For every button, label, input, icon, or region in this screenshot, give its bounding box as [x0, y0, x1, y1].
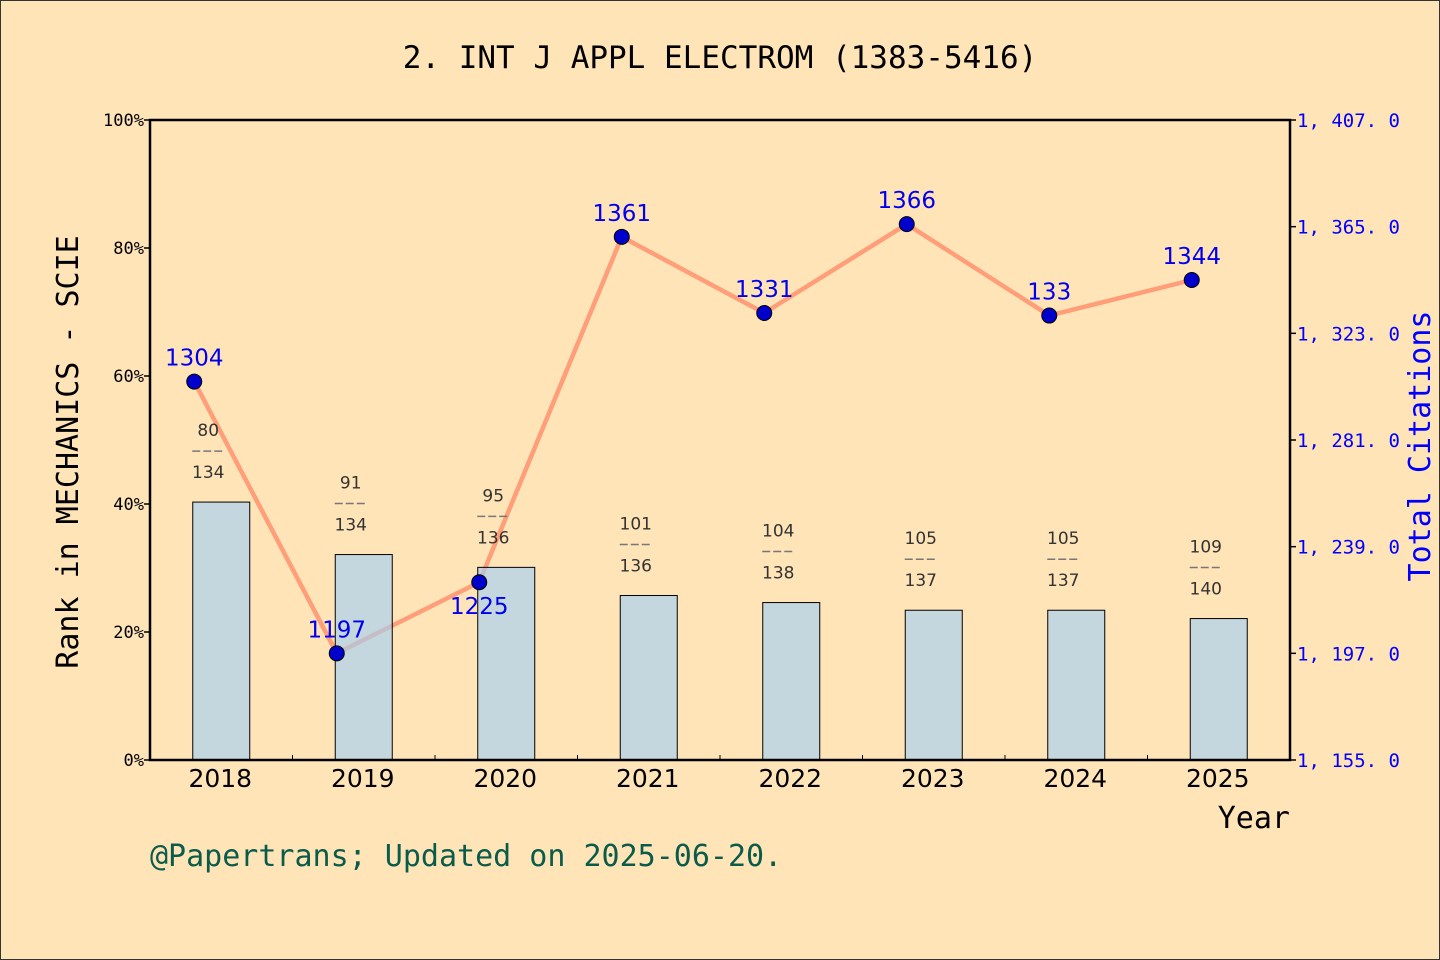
left-axis-tick-label: 80% [113, 239, 144, 259]
right-axis-tick-label: 1, 155. 0 [1297, 750, 1400, 772]
citation-value-label: 1304 [165, 346, 224, 372]
rank-bar [904, 609, 963, 761]
rank-bar [762, 602, 821, 761]
plot-area-border [148, 118, 1292, 762]
left-axis-tick-label: 100% [103, 111, 144, 131]
x-axis-tick-label: 2022 [758, 764, 822, 793]
x-axis-tick-label: 2024 [1043, 764, 1107, 793]
bar-total-label: 136 [477, 528, 509, 548]
citation-value-label: 133 [1027, 280, 1071, 306]
x-axis-label: Year [1218, 801, 1290, 836]
x-axis-tick-label: 2021 [616, 764, 680, 793]
right-axis-label: Total Citations [1403, 311, 1438, 582]
citation-marker [471, 574, 488, 591]
citation-value-label: 1361 [592, 201, 651, 227]
citation-value-label: 1225 [450, 594, 509, 620]
left-axis-tick-label: 20% [113, 623, 144, 643]
right-axis-tick-label: 1, 197. 0 [1297, 643, 1400, 665]
bar-total-label: 134 [335, 516, 367, 536]
citation-value-label: 1197 [307, 617, 366, 643]
x-axis-tick-label: 2019 [331, 764, 395, 793]
left-axis-tick-label: 0% [124, 751, 144, 771]
rank-bar [1047, 609, 1106, 761]
bar-total-label: 140 [1190, 580, 1222, 600]
rank-bar [1189, 618, 1248, 761]
right-axis-tick-label: 1, 365. 0 [1297, 217, 1400, 239]
bar-rank-label: 105 [1047, 529, 1079, 549]
citation-marker [756, 305, 773, 322]
bar-rank-label: 80 [197, 421, 219, 441]
right-axis-tick-label: 1, 239. 0 [1297, 537, 1400, 559]
footer-note: @Papertrans; Updated on 2025-06-20. [150, 839, 782, 874]
left-axis-tick-label: 60% [113, 367, 144, 387]
x-axis-tick-label: 2018 [188, 764, 252, 793]
bar-rank-label: 91 [340, 474, 362, 494]
left-axis-tick-label: 40% [113, 495, 144, 515]
citation-marker [898, 216, 915, 233]
bar-rank-label: 95 [482, 486, 504, 506]
bar-total-label: 136 [620, 557, 652, 577]
right-axis-tick-label: 1, 407. 0 [1297, 110, 1400, 132]
citation-marker [1183, 272, 1200, 288]
citation-value-label: 1344 [1162, 244, 1221, 270]
bar-rank-label: 101 [620, 515, 652, 535]
bar-total-label: 138 [762, 564, 794, 584]
bar-rank-label: 109 [1190, 538, 1222, 558]
right-axis-tick-label: 1, 323. 0 [1297, 323, 1400, 345]
x-axis-tick-label: 2023 [901, 764, 965, 793]
bar-rank-label: 104 [762, 522, 794, 542]
right-axis-tick-label: 1, 281. 0 [1297, 430, 1400, 452]
citation-marker [186, 373, 203, 390]
marker-layer: 1304 1197 1225 1361 1331 1366 133 1344 [165, 188, 1221, 662]
chart-title: 2. INT J APPL ELECTROM (1383-5416) [403, 40, 1038, 76]
citation-marker [613, 228, 630, 245]
axis-layer: 0% 20% 40% 60% 80% 100% 1, 155. 0 1, 197. 0 1, 2… [103, 110, 1400, 793]
rank-bar [334, 554, 393, 761]
citation-value-label: 1331 [735, 277, 794, 303]
rank-bar [477, 566, 536, 761]
bar-total-label: 137 [1047, 571, 1079, 591]
left-axis-label: Rank in MECHANICS - SCIE [51, 235, 86, 668]
rank-bar [192, 501, 251, 761]
rank-bar [619, 595, 678, 761]
citation-marker [328, 645, 345, 662]
x-axis-tick-label: 2025 [1186, 764, 1250, 793]
x-axis-tick-label: 2020 [473, 764, 537, 793]
citation-marker [1041, 307, 1058, 324]
bar-total-label: 137 [905, 571, 937, 591]
bar-total-label: 134 [192, 463, 224, 483]
bar-rank-label: 105 [905, 529, 937, 549]
citation-value-label: 1366 [877, 188, 936, 214]
bar-layer: 80 134 91 134 95 136 101 136 104 138 105 137 105 137 1… [192, 421, 1248, 761]
